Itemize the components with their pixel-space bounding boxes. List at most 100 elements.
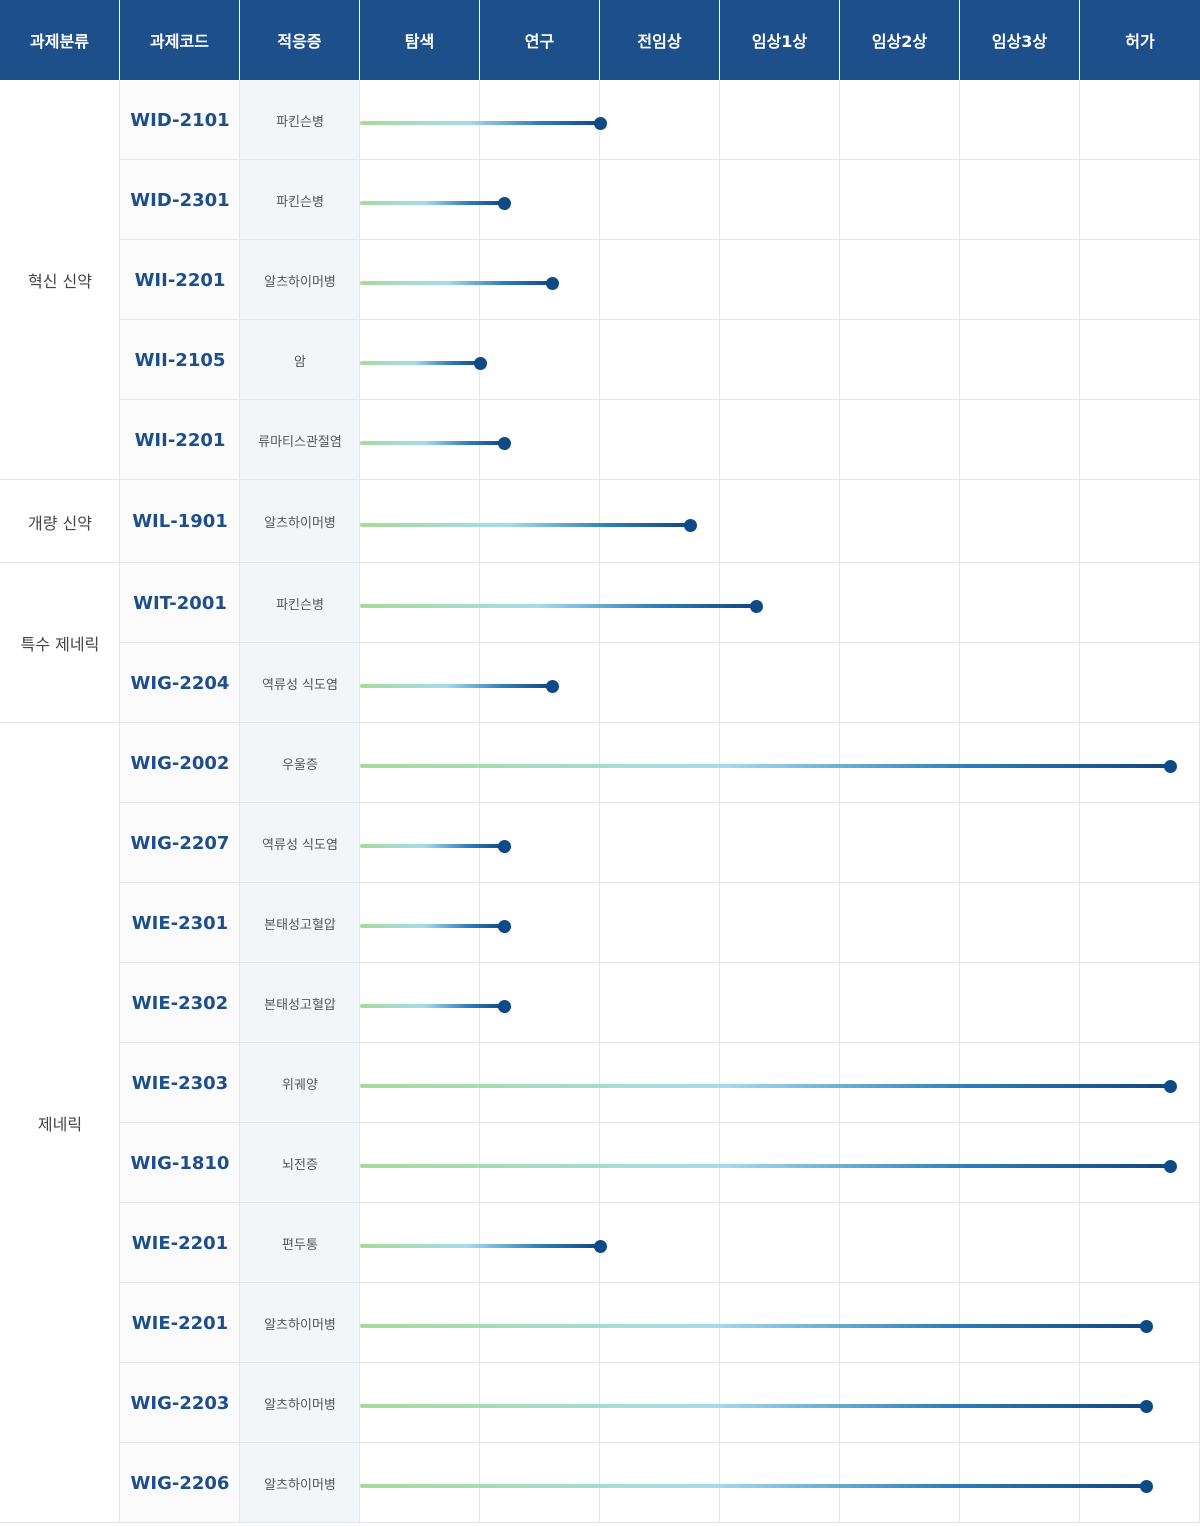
progress-end-marker [498, 1000, 511, 1013]
grid-vline [599, 80, 600, 1523]
indication-label: 본태성고혈압 [264, 997, 336, 1013]
header-stage-phase3: 임상3상 [960, 0, 1080, 80]
header-code: 과제코드 [120, 0, 240, 80]
row-divider [120, 962, 1200, 963]
row-divider [120, 882, 1200, 883]
progress-bar [360, 361, 480, 365]
header-indication: 적응증 [240, 0, 360, 80]
indication-label: 알츠하이머병 [264, 1397, 336, 1413]
progress-end-marker [750, 600, 763, 613]
project-code: WIE-2302 [131, 992, 229, 1014]
progress-end-marker [546, 277, 559, 290]
progress-end-marker [474, 357, 487, 370]
progress-end-marker [498, 840, 511, 853]
category-label: 특수 제네릭 [20, 635, 100, 654]
project-code: WIG-1810 [130, 1152, 230, 1174]
group-divider [0, 562, 1200, 563]
progress-bar [360, 684, 552, 688]
progress-bar [360, 924, 504, 928]
row-divider [120, 642, 1200, 643]
progress-end-marker [1164, 1080, 1177, 1093]
progress-end-marker [1140, 1480, 1153, 1493]
progress-bar [360, 1164, 1170, 1168]
indication-label: 알츠하이머병 [264, 516, 336, 531]
header-category: 과제분류 [0, 0, 120, 80]
project-code: WIL-1901 [132, 511, 228, 532]
project-code: WIG-2203 [130, 1392, 230, 1414]
row-divider [120, 1362, 1200, 1363]
indication-label: 우울증 [282, 757, 318, 773]
project-code: WIE-2303 [131, 1072, 229, 1094]
grid-vline [119, 80, 120, 1523]
progress-end-marker [1164, 760, 1177, 773]
category-label: 개량 신약 [28, 513, 92, 533]
grid-vline [839, 80, 840, 1523]
progress-bar [360, 523, 690, 527]
indication-label: 파킨슨병 [276, 194, 324, 210]
row-divider [120, 1442, 1200, 1443]
header-stage-research: 연구 [480, 0, 600, 80]
progress-bar [360, 1324, 1146, 1328]
indication-label: 알츠하이머병 [264, 274, 336, 290]
progress-bar [360, 281, 552, 285]
indication-label: 위궤양 [282, 1077, 318, 1093]
group-divider [0, 479, 1200, 480]
grid-vline [959, 80, 960, 1523]
row-divider [120, 159, 1200, 160]
project-code: WIG-2204 [130, 672, 230, 694]
row-divider [120, 1122, 1200, 1123]
project-code: WIE-2201 [131, 1232, 229, 1254]
indication-label: 파킨슨병 [276, 597, 324, 613]
progress-end-marker [1140, 1400, 1153, 1413]
project-code: WIE-2301 [131, 912, 229, 934]
header-stage-approval: 허가 [1080, 0, 1200, 80]
row-divider [120, 239, 1200, 240]
progress-end-marker [684, 519, 697, 532]
progress-bar [360, 121, 600, 125]
row-divider [120, 1202, 1200, 1203]
category-label: 혁신 신약 [28, 272, 92, 291]
project-code: WIG-2002 [130, 752, 230, 774]
row-divider [120, 1282, 1200, 1283]
indication-label: 류마티스관절염 [258, 434, 342, 450]
row-divider [120, 802, 1200, 803]
grid-vline [479, 80, 480, 1523]
progress-bar [360, 1484, 1146, 1488]
progress-bar [360, 764, 1170, 768]
grid-vline [719, 80, 720, 1523]
grid-vline [1079, 80, 1080, 1523]
progress-bar [360, 1404, 1146, 1408]
header-stage-preclinical: 전임상 [600, 0, 720, 80]
progress-bar [360, 1244, 600, 1248]
indication-label: 알츠하이머병 [264, 1317, 336, 1333]
header-stage-phase2: 임상2상 [840, 0, 960, 80]
project-code: WIG-2207 [130, 832, 230, 854]
category-label: 제네릭 [37, 1115, 83, 1134]
group-divider [0, 1522, 1200, 1523]
row-divider [120, 399, 1200, 400]
row-divider [120, 1042, 1200, 1043]
progress-end-marker [546, 680, 559, 693]
progress-end-marker [1164, 1160, 1177, 1173]
project-code: WID-2101 [130, 109, 230, 131]
indication-label: 파킨슨병 [276, 114, 324, 130]
progress-end-marker [1140, 1320, 1153, 1333]
row-divider [120, 319, 1200, 320]
indication-label: 본태성고혈압 [264, 917, 336, 933]
indication-label: 역류성 식도염 [262, 837, 338, 853]
indication-label: 암 [294, 354, 306, 370]
progress-bar [360, 1084, 1170, 1088]
grid-vline [239, 80, 240, 1523]
indication-label: 역류성 식도염 [262, 677, 338, 693]
header-stage-discovery: 탐색 [360, 0, 480, 80]
grid-vline [359, 80, 360, 1523]
project-code: WII-2201 [134, 429, 226, 451]
progress-end-marker [498, 197, 511, 210]
group-divider [0, 722, 1200, 723]
project-code: WIE-2201 [131, 1312, 229, 1334]
progress-bar [360, 441, 504, 445]
progress-end-marker [498, 437, 511, 450]
indication-label: 알츠하이머병 [264, 1477, 336, 1493]
project-code: WII-2201 [134, 269, 226, 291]
